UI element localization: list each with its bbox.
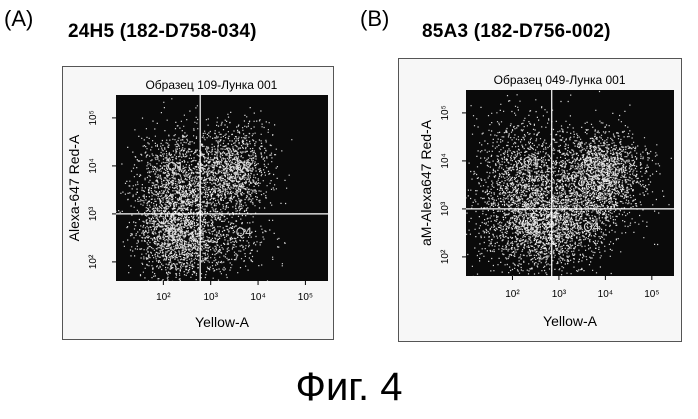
panel-b-y-tick-label: 10³ xyxy=(440,201,451,216)
panel-b-x-axis-label: Yellow-A xyxy=(543,313,598,329)
panel-b-y-tick-label: 10² xyxy=(440,249,451,264)
panel-b-quadrant-label: Q1 xyxy=(523,155,539,169)
panel-b-x-tick-label: 10⁴ xyxy=(598,289,613,300)
panel-b-x-tick-label: 10² xyxy=(505,289,520,300)
panel-b-y-tick-label: 10⁵ xyxy=(440,105,451,120)
figure-caption: Фиг. 4 xyxy=(0,365,698,410)
panel-b-y-axis-label: aM-Alexa647 Red-A xyxy=(418,119,434,246)
panel-b-subtitle: Образец 049-Лунка 001 xyxy=(494,73,626,87)
panel-b-quadrant-label: Q4 xyxy=(583,220,599,234)
panel-b-quadrant-label: Q3 xyxy=(523,220,539,234)
panel-b-x-tick-label: 10³ xyxy=(552,289,567,300)
panel-b-quadrant-label: Q2 xyxy=(583,155,599,169)
panel-b-y-tick-label: 10⁴ xyxy=(440,153,451,168)
panel-b-x-tick-label: 10⁵ xyxy=(644,289,659,300)
